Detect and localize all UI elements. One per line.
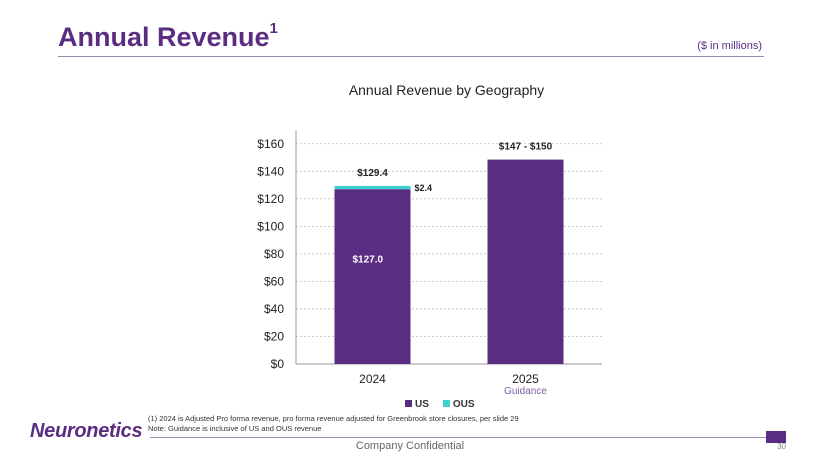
x-tick-label: 2024 [359,372,386,386]
y-tick-label: $80 [264,247,284,261]
title-footnote-mark: 1 [269,20,278,37]
y-tick-label: $40 [264,302,284,316]
data-label-us: $127.0 [353,255,384,266]
bar-us-2024 [334,189,411,364]
legend-item-ous: OUS [442,399,475,410]
legend-swatch-ous [442,400,450,407]
legend-label-ous: OUS [452,399,475,410]
chart-legend: US OUS [405,399,475,410]
units-label: ($ in millions) [697,40,762,52]
footnote-1: (1) 2024 is Adjusted Pro forma revenue, … [148,414,519,423]
y-tick-label: $160 [257,137,284,151]
y-tick-label: $100 [257,219,284,233]
y-tick-label: $0 [271,357,285,371]
x-tick-label: 2025 [512,372,539,386]
footnotes: (1) 2024 is Adjusted Pro forma revenue, … [148,414,519,434]
page-title: Annual Revenue1 [58,20,278,53]
company-logo: Neuronetics [30,420,143,442]
y-tick-label: $120 [257,192,284,206]
total-label: $147 - $150 [499,142,553,153]
legend-swatch-us [405,400,412,407]
x-tick-sublabel: Guidance [504,386,547,397]
chart-title: Annual Revenue by Geography [348,82,545,98]
legend-item-us: US [405,399,429,410]
total-label: $129.4 [357,168,388,179]
bar-ous-2024 [334,185,411,190]
footer-divider [150,437,782,438]
title-divider [58,56,764,57]
title-text: Annual Revenue [58,22,270,52]
page-number: 30 [777,442,786,451]
legend-label-us: US [415,399,429,410]
y-tick-label: $140 [257,164,284,178]
footer-accent-box [766,431,786,443]
confidential-label: Company Confidential [355,440,465,452]
data-label-ous: $2.4 [415,183,433,193]
footnote-note: Note: Guidance is inclusive of US and OU… [148,424,322,433]
y-tick-label: $20 [264,329,284,343]
y-tick-label: $60 [264,274,284,288]
bar-us-2025 [487,159,564,364]
